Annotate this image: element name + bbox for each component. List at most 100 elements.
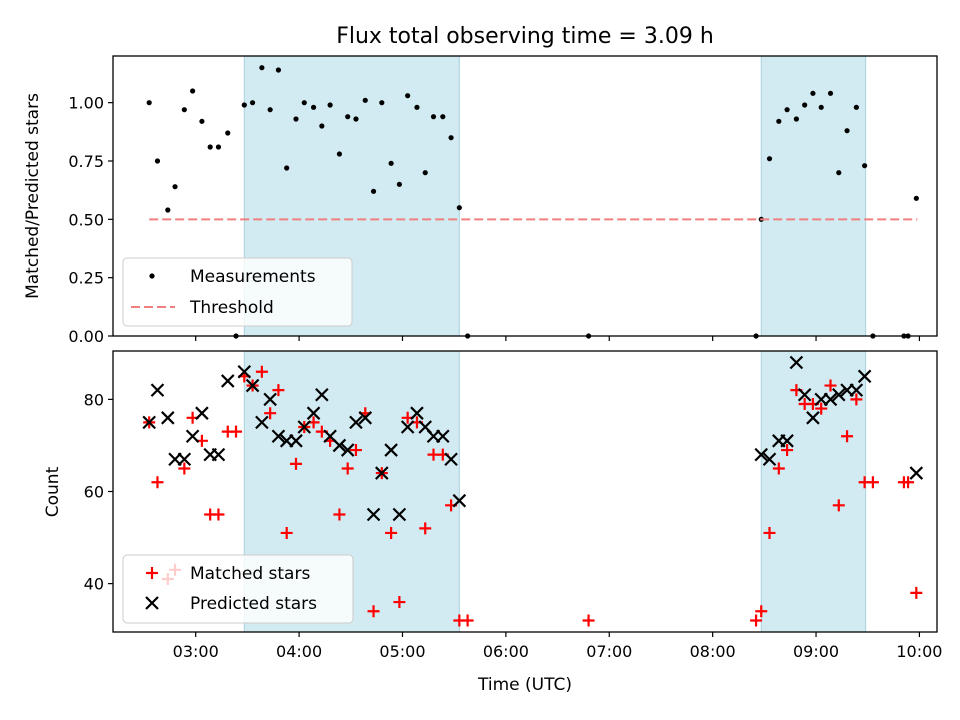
y-tick-label: 0.50 bbox=[68, 210, 104, 229]
x-axis-label: Time (UTC) bbox=[477, 675, 572, 695]
measurement-point bbox=[836, 170, 842, 176]
predicted-star-point bbox=[375, 466, 389, 480]
measurements-series bbox=[146, 65, 919, 339]
predicted-stars-series bbox=[142, 355, 924, 522]
x-tick-label: 05:00 bbox=[379, 642, 425, 661]
predicted-star-point bbox=[762, 452, 777, 467]
measurement-point bbox=[293, 116, 299, 122]
predicted-star-point bbox=[358, 411, 373, 425]
matched-star-point bbox=[212, 508, 225, 521]
matched-star-point bbox=[178, 462, 191, 475]
x-tick-label: 08:00 bbox=[690, 642, 736, 661]
ratio-legend: Measurements Threshold bbox=[122, 257, 353, 327]
measurement-point bbox=[345, 114, 351, 120]
y-tick-label: 0.25 bbox=[68, 269, 104, 288]
measurement-point bbox=[199, 118, 205, 124]
predicted-star-point bbox=[211, 447, 226, 462]
predicted-star-point bbox=[366, 507, 381, 522]
y-tick-label: 80 bbox=[84, 390, 104, 409]
predicted-star-point bbox=[161, 411, 175, 425]
measurement-point bbox=[810, 90, 816, 96]
measurement-point bbox=[154, 158, 161, 164]
predicted-star-point bbox=[297, 420, 312, 434]
predicted-star-point bbox=[823, 392, 838, 407]
measurement-point bbox=[172, 184, 178, 190]
x-tick-label: 10:00 bbox=[896, 642, 942, 661]
measurement-point bbox=[844, 128, 850, 134]
measurement-point bbox=[913, 195, 919, 201]
measurement-point bbox=[241, 102, 247, 108]
matched-star-point bbox=[264, 407, 277, 420]
measurement-point bbox=[853, 104, 859, 110]
predicted-star-point bbox=[444, 452, 458, 467]
legend-threshold-label: Threshold bbox=[189, 298, 274, 318]
measurement-point bbox=[422, 170, 428, 176]
measurement-point bbox=[215, 144, 222, 150]
predicted-star-point bbox=[392, 507, 407, 522]
matched-star-point bbox=[255, 365, 268, 378]
predicted-star-point bbox=[271, 429, 286, 443]
measurement-point bbox=[456, 205, 462, 211]
matched-star-point bbox=[367, 605, 380, 618]
chart-title: Flux total observing time = 3.09 h bbox=[336, 24, 714, 49]
count-legend-box bbox=[122, 554, 354, 624]
matched-star-point bbox=[755, 605, 768, 618]
ratio-y-ticks: 0.00 0.25 0.50 0.75 1.00 bbox=[68, 94, 113, 346]
predicted-star-point bbox=[452, 493, 467, 508]
matched-star-point bbox=[763, 526, 776, 539]
measurement-point bbox=[776, 118, 782, 124]
legend-predicted-marker bbox=[145, 596, 159, 610]
ratio-y-axis-label: Matched/Predicted stars bbox=[23, 93, 43, 299]
shaded-interval bbox=[760, 55, 867, 337]
predicted-star-point bbox=[384, 443, 398, 457]
measurement-point bbox=[165, 207, 171, 213]
measurement-point bbox=[362, 97, 368, 103]
measurement-point bbox=[225, 130, 231, 136]
matched-star-point bbox=[772, 462, 785, 475]
measurement-point bbox=[181, 107, 187, 113]
count-y-axis-label: Count bbox=[43, 466, 63, 517]
legend-matched-marker bbox=[146, 567, 158, 579]
predicted-star-point bbox=[245, 378, 260, 393]
count-legend: Matched stars Predicted stars bbox=[122, 554, 354, 624]
measurement-point bbox=[259, 65, 265, 71]
predicted-star-point bbox=[315, 387, 329, 402]
predicted-star-point bbox=[150, 383, 165, 397]
measurement-point bbox=[207, 144, 213, 150]
matched-star-point bbox=[850, 393, 863, 406]
matched-star-point bbox=[333, 508, 346, 521]
matched-star-point bbox=[272, 384, 285, 397]
predicted-star-point bbox=[400, 420, 415, 434]
measurement-point bbox=[301, 100, 307, 106]
measurement-point bbox=[275, 67, 282, 73]
predicted-star-point bbox=[849, 383, 864, 397]
x-tick-label: 09:00 bbox=[793, 642, 839, 661]
ratio-panel: 0.00 0.25 0.50 0.75 1.00 Matched/Predicted s… bbox=[23, 55, 938, 346]
predicted-star-point bbox=[754, 447, 769, 462]
measurement-point bbox=[146, 100, 152, 106]
matched-star-point bbox=[841, 430, 854, 443]
y-tick-label: 0.00 bbox=[68, 327, 104, 346]
measurement-point bbox=[766, 156, 773, 162]
measurement-point bbox=[353, 116, 359, 122]
measurement-point bbox=[802, 102, 808, 108]
predicted-star-point bbox=[142, 415, 156, 430]
measurement-point bbox=[827, 90, 834, 96]
predicted-star-point bbox=[436, 429, 450, 443]
matched-star-point bbox=[393, 596, 406, 609]
matched-star-point bbox=[781, 444, 794, 457]
predicted-star-point bbox=[857, 369, 872, 384]
count-panel: 03:00 04:00 05:00 06:00 07:00 08:00 09:00 10:00… bbox=[43, 350, 942, 695]
predicted-star-point bbox=[340, 443, 355, 457]
matched-star-point bbox=[151, 476, 164, 489]
measurement-point bbox=[284, 165, 290, 171]
predicted-star-point bbox=[410, 406, 424, 420]
measurement-point bbox=[405, 93, 411, 99]
matched-star-point bbox=[289, 457, 302, 470]
matched-star-point bbox=[866, 476, 879, 489]
measurement-point bbox=[448, 135, 454, 141]
count-y-ticks: 40 60 80 bbox=[84, 390, 113, 594]
measurement-point bbox=[319, 123, 325, 129]
matched-star-point bbox=[902, 476, 915, 489]
